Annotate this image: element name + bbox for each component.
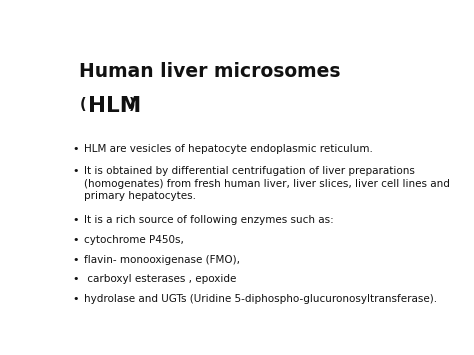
Text: HLM are vesicles of hepatocyte endoplasmic reticulum.: HLM are vesicles of hepatocyte endoplasm…	[84, 144, 373, 154]
Text: ): )	[129, 97, 136, 112]
Text: •: •	[72, 166, 79, 176]
Text: •: •	[72, 274, 79, 284]
Text: carboxyl esterases , epoxide: carboxyl esterases , epoxide	[84, 274, 237, 284]
Text: HLM: HLM	[88, 96, 141, 116]
Text: It is a rich source of following enzymes such as:: It is a rich source of following enzymes…	[84, 215, 334, 225]
Text: •: •	[72, 235, 79, 245]
Text: Human liver microsomes: Human liver microsomes	[80, 62, 341, 81]
Text: It is obtained by differential centrifugation of liver preparations
(homogenates: It is obtained by differential centrifug…	[84, 166, 450, 201]
Text: •: •	[72, 144, 79, 154]
Text: (: (	[80, 97, 86, 112]
Text: •: •	[72, 215, 79, 225]
Text: hydrolase and UGTs (Uridine 5-diphospho-glucuronosyltransferase).: hydrolase and UGTs (Uridine 5-diphospho-…	[84, 294, 438, 304]
Text: cytochrome P450s,: cytochrome P450s,	[84, 235, 184, 245]
Text: •: •	[72, 255, 79, 265]
Text: flavin- monooxigenase (FMO),: flavin- monooxigenase (FMO),	[84, 255, 240, 265]
Text: •: •	[72, 294, 79, 304]
